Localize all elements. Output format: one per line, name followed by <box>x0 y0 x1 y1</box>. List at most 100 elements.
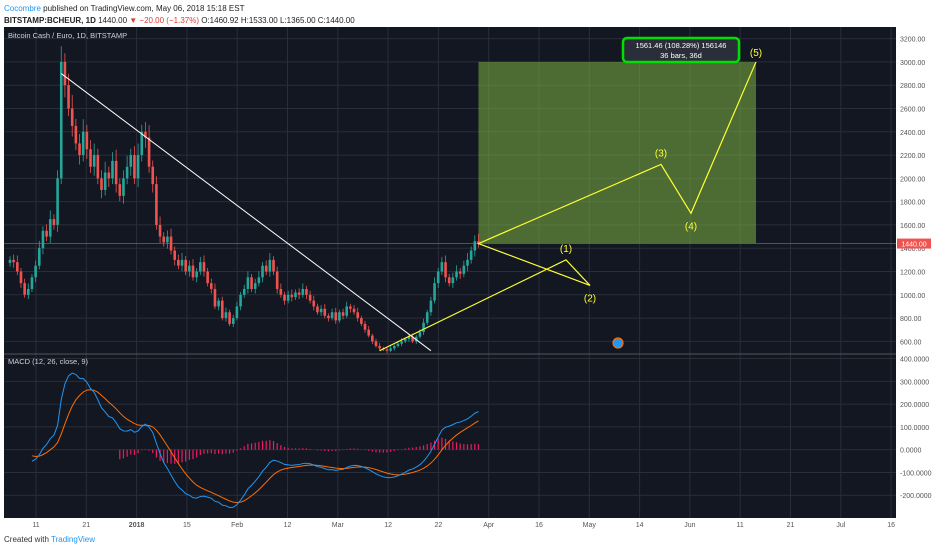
candle-body <box>477 241 480 244</box>
candle-body <box>177 259 180 266</box>
candle-body <box>8 259 12 263</box>
candle-body <box>436 271 440 284</box>
published-text: published on TradingView.com, May 06, 20… <box>43 4 245 13</box>
macd-tick-label: 300.0000 <box>900 379 929 386</box>
candle-body <box>414 336 418 342</box>
macd-tick-label: 0.0000 <box>900 448 922 455</box>
candle-body <box>34 265 37 278</box>
macd-tick-label: -200.0000 <box>900 493 932 500</box>
time-tick-label: 11 <box>737 522 744 529</box>
time-tick-label: 21 <box>82 522 90 529</box>
time-tick-label: 12 <box>384 522 392 529</box>
candle-body <box>272 259 275 272</box>
price-tick-label: 2000.00 <box>900 176 925 183</box>
candle-body <box>275 271 279 289</box>
candle-body <box>78 143 81 156</box>
time-tick-label: 14 <box>636 522 644 529</box>
candle-body <box>279 288 283 295</box>
candle-body <box>455 271 458 278</box>
candle-body <box>462 265 466 274</box>
candle-body <box>206 271 209 284</box>
price-tick-label: 1800.00 <box>900 200 925 207</box>
candle-body <box>400 341 403 344</box>
macd-signal-line <box>31 389 479 504</box>
candle-body <box>433 283 436 301</box>
candle-body <box>447 277 451 284</box>
candle-body <box>59 61 63 179</box>
candle-body <box>136 155 140 179</box>
main-pane-title: Bitcoin Cash / Euro, 1D, BITSTAMP <box>8 31 127 40</box>
time-tick-label: Jul <box>836 522 845 529</box>
candle-body <box>195 271 198 278</box>
candle-body <box>217 300 220 307</box>
candle-body <box>286 294 290 301</box>
candle-body <box>341 312 345 316</box>
time-tick-label: 16 <box>887 522 895 529</box>
ohlc-values: O:1460.92 H:1533.00 L:1365.00 C:1440.00 <box>201 16 355 25</box>
time-tick-label: 2018 <box>129 522 145 529</box>
candle-body <box>122 178 125 196</box>
candle-body <box>27 288 30 295</box>
tradingview-brand[interactable]: TradingView <box>51 535 96 544</box>
candle-body <box>308 294 312 301</box>
measure-label-line2: 36 bars, 36d <box>660 51 702 60</box>
candle-body <box>407 336 411 340</box>
candle-body <box>411 336 414 342</box>
candle-body <box>166 236 169 243</box>
candle-body <box>403 339 407 342</box>
author-link[interactable]: Cocombre <box>4 4 41 13</box>
candle-body <box>250 277 253 289</box>
price-tick-label: 2400.00 <box>900 130 925 137</box>
candle-body <box>312 300 316 307</box>
candle-body <box>425 312 429 323</box>
price-tick-label: 3000.00 <box>900 60 925 67</box>
price-tick-label: 2800.00 <box>900 83 925 90</box>
plot-background <box>4 27 896 518</box>
candle-body <box>107 172 111 179</box>
candle-body <box>422 322 425 333</box>
price-tick-label: 1400.00 <box>900 246 925 253</box>
candle-body <box>202 262 206 272</box>
macd-pane-title: MACD (12, 26, close, 9) <box>8 357 89 366</box>
time-tick-label: Mar <box>332 522 345 529</box>
wave-label: (5) <box>750 48 762 59</box>
candle-body <box>235 306 239 319</box>
price-tick-label: 800.00 <box>900 316 922 323</box>
macd-tick-label: 100.0000 <box>900 425 929 432</box>
candle-body <box>360 318 363 324</box>
candle-body <box>458 271 462 274</box>
publish-info: Cocombre published on TradingView.com, M… <box>4 4 244 13</box>
candle-body <box>371 335 374 342</box>
candle-body <box>118 184 122 196</box>
candle-body <box>294 292 297 298</box>
downtrend-line <box>60 73 432 352</box>
last-price-badge-label: 1440.00 <box>901 242 926 249</box>
candle-body <box>56 178 59 225</box>
wave-label: (4) <box>685 221 697 232</box>
candle-body <box>473 241 477 251</box>
candle-body <box>264 265 268 272</box>
price-tick-label: 2200.00 <box>900 153 925 160</box>
candle-body <box>23 283 26 295</box>
candle-body <box>305 288 308 295</box>
macd-tick-label: 400.0000 <box>900 357 929 364</box>
time-tick-label: 21 <box>787 522 795 529</box>
candle-body <box>133 155 136 179</box>
time-tick-label: 16 <box>535 522 543 529</box>
candle-body <box>334 312 338 321</box>
price-tick-label: 1600.00 <box>900 223 925 230</box>
candle-body <box>268 259 272 272</box>
candle-body <box>19 271 23 284</box>
candle-body <box>396 343 400 347</box>
candle-body <box>188 265 191 272</box>
last-price-badge <box>897 238 931 249</box>
created-with-text: Created with <box>4 535 49 544</box>
time-tick-label: May <box>583 522 597 529</box>
candle-body <box>261 265 264 278</box>
candle-body <box>191 265 195 278</box>
candle-body <box>393 346 396 349</box>
candle-body <box>213 288 217 307</box>
candle-body <box>158 224 162 237</box>
candle-body <box>111 160 114 179</box>
